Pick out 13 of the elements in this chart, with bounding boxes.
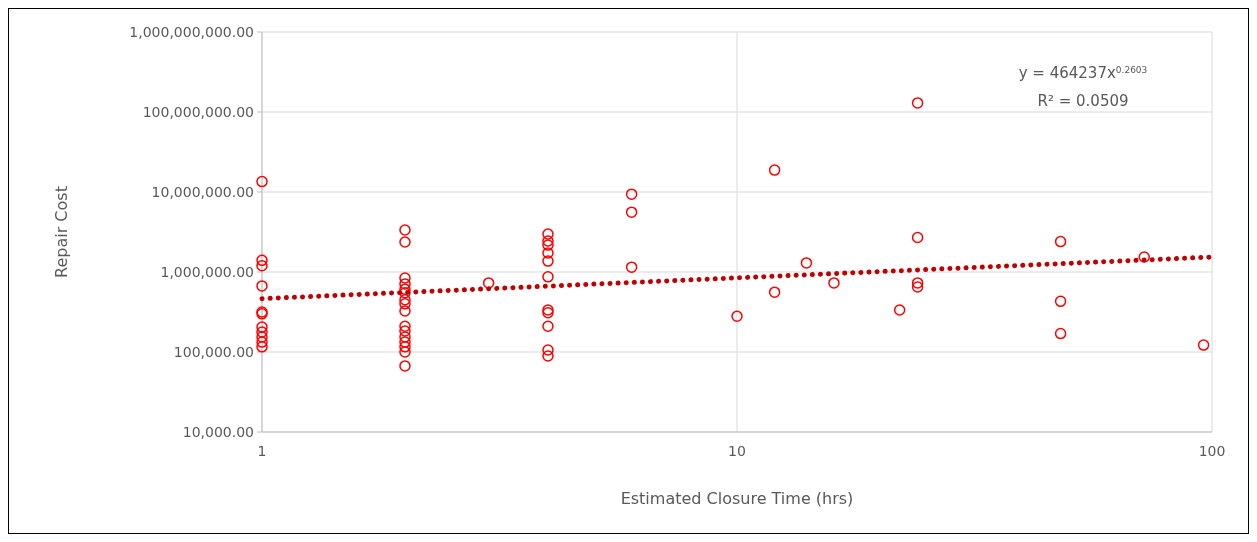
y-tick-label: 100,000,000.00 — [142, 103, 254, 120]
x-tick-label: 100 — [1198, 443, 1226, 459]
y-tick-label: 100,000.00 — [173, 343, 254, 360]
x-tick-label: 1 — [257, 443, 267, 459]
annotation: R² = 0.0509 — [1037, 92, 1129, 110]
x-tick-label: 10 — [728, 443, 746, 459]
annotation: y = 464237x$^{0.2603}$ — [1018, 64, 1148, 82]
y-tick-label: 1,000,000.00 — [160, 263, 254, 280]
y-tick-label: 10,000,000.00 — [151, 183, 254, 200]
x-axis-title: Estimated Closure Time (hrs) — [620, 489, 854, 508]
y-axis-title: Repair Cost — [52, 186, 71, 278]
y-tick-label: 10,000.00 — [182, 423, 254, 440]
y-tick-label: 1,000,000,000.00 — [129, 23, 254, 40]
